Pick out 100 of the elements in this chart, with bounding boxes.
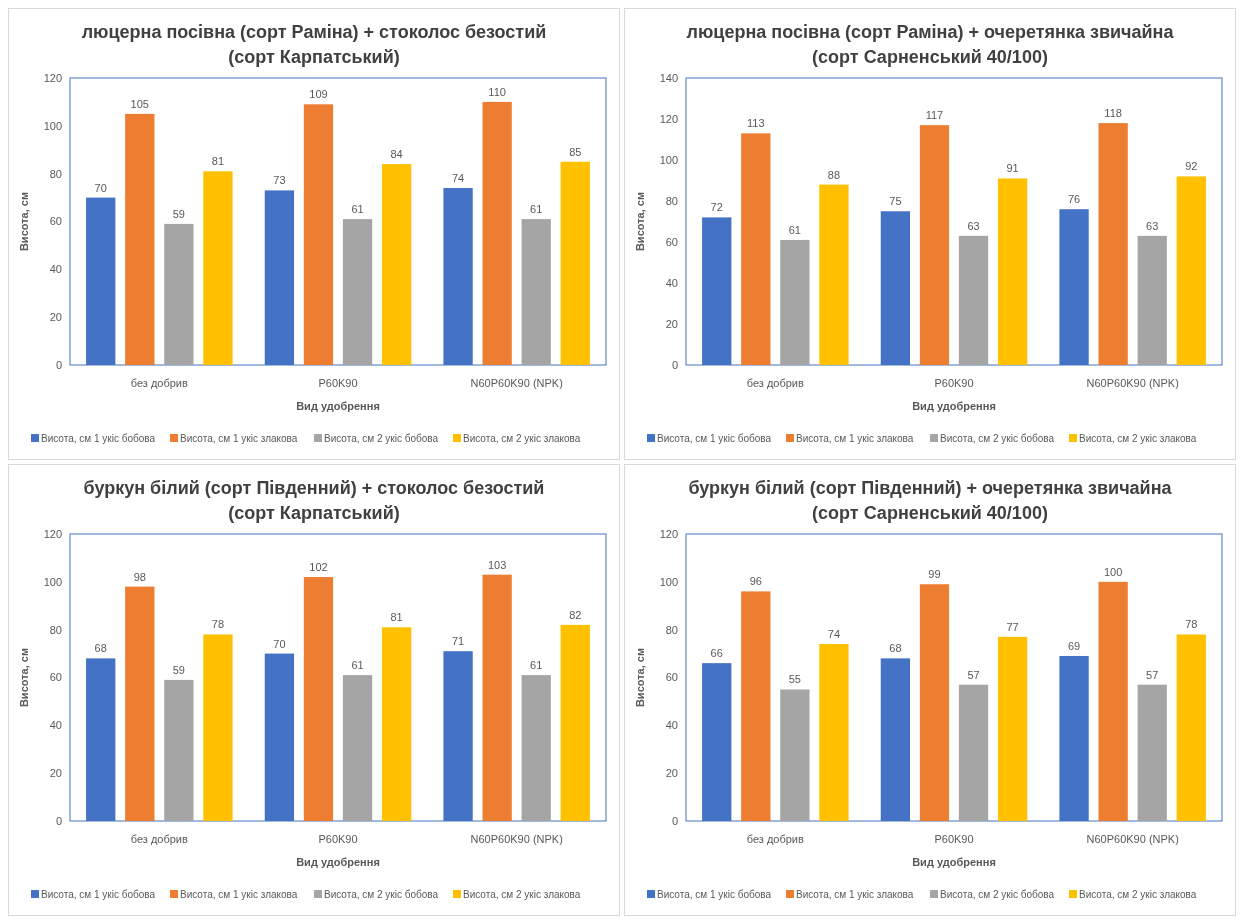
- legend-label: Висота, см 2 укіс злакова: [463, 889, 581, 900]
- data-label: 72: [710, 201, 723, 214]
- y-tick-label: 20: [665, 767, 678, 780]
- bar: [1176, 176, 1206, 365]
- y-tick-label: 100: [43, 575, 62, 588]
- y-tick-label: 120: [43, 527, 62, 540]
- y-tick-label: 40: [49, 719, 62, 732]
- legend-label: Висота, см 1 укіс злакова: [796, 889, 914, 900]
- bar: [125, 113, 155, 365]
- y-tick-label: 80: [665, 194, 678, 207]
- bar: [819, 644, 849, 821]
- bar: [381, 164, 412, 365]
- bar: [560, 161, 590, 365]
- bar: [1137, 235, 1167, 365]
- y-tick-label: 40: [665, 719, 678, 732]
- bar: [780, 689, 810, 821]
- x-tick-label: P60K90: [318, 833, 358, 845]
- x-tick-label: P60K90: [318, 377, 358, 389]
- legend-label: Висота, см 2 укіс бобова: [940, 889, 1055, 900]
- bar: [997, 636, 1028, 821]
- bar: [342, 219, 373, 365]
- y-axis-title: Висота, см: [634, 647, 646, 708]
- data-label: 92: [1185, 160, 1198, 173]
- y-tick-label: 60: [665, 671, 678, 684]
- bar: [1098, 581, 1128, 821]
- y-tick-label: 0: [671, 814, 678, 827]
- bar: [125, 586, 155, 821]
- bar: [164, 223, 194, 365]
- bar: [819, 184, 849, 365]
- x-tick-label: без добрив: [130, 833, 189, 845]
- bar: [919, 584, 950, 821]
- legend-label: Висота, см 2 укіс бобова: [324, 889, 439, 900]
- x-tick-label: без добрив: [746, 833, 805, 845]
- x-axis-title: Вид удобрення: [296, 400, 380, 412]
- data-label: 99: [928, 568, 941, 581]
- data-label: 61: [351, 659, 364, 672]
- bar: [780, 239, 810, 365]
- bar: [958, 684, 989, 821]
- data-label: 61: [530, 203, 543, 216]
- bar: [1098, 123, 1128, 365]
- legend-label: Висота, см 1 укіс злакова: [180, 889, 298, 900]
- data-label: 63: [967, 219, 980, 232]
- data-label: 100: [1103, 565, 1123, 578]
- bar: [203, 634, 233, 821]
- y-tick-label: 120: [659, 112, 678, 125]
- data-label: 85: [569, 145, 582, 158]
- y-tick-label: 40: [665, 276, 678, 289]
- bar: [482, 574, 512, 821]
- legend-label: Висота, см 2 укіс бобова: [324, 433, 439, 444]
- bar: [482, 101, 512, 365]
- data-label: 102: [309, 561, 328, 574]
- y-tick-label: 80: [49, 167, 62, 180]
- data-label: 103: [487, 558, 507, 571]
- y-tick-label: 120: [43, 71, 62, 84]
- bar: [303, 577, 334, 821]
- x-axis-title: Вид удобрення: [912, 400, 996, 412]
- data-label: 70: [273, 637, 286, 650]
- y-tick-label: 80: [665, 623, 678, 636]
- y-tick-label: 100: [659, 153, 678, 166]
- data-label: 98: [133, 570, 146, 583]
- data-label: 57: [967, 668, 980, 681]
- bar: [1176, 634, 1206, 821]
- y-tick-label: 20: [49, 311, 62, 324]
- x-tick-label: N60P60K90 (NPK): [470, 377, 563, 389]
- data-label: 81: [211, 155, 225, 168]
- x-axis-title: Вид удобрення: [912, 856, 996, 868]
- data-label: 69: [1067, 639, 1081, 652]
- legend-label: Висота, см 2 укіс злакова: [463, 433, 581, 444]
- bar: [997, 178, 1028, 365]
- data-label: 77: [1006, 620, 1019, 633]
- y-tick-label: 60: [49, 215, 62, 228]
- bar: [958, 235, 989, 365]
- data-label: 74: [827, 628, 841, 641]
- legend-label: Висота, см 2 укіс злакова: [1079, 889, 1197, 900]
- y-axis-title: Висота, см: [18, 647, 30, 708]
- x-tick-label: без добрив: [130, 377, 189, 389]
- bar: [741, 591, 771, 821]
- legend-label: Висота, см 1 укіс бобова: [657, 433, 772, 444]
- data-label: 113: [747, 117, 765, 130]
- data-label: 105: [130, 97, 149, 110]
- legend-label: Висота, см 1 укіс бобова: [41, 889, 156, 900]
- data-label: 59: [172, 207, 185, 220]
- data-label: 73: [273, 174, 286, 187]
- chart-title: люцерна посівна (сорт Раміна) + стоколос безостий (сорт Карпатський): [81, 22, 547, 67]
- data-label: 96: [749, 575, 762, 588]
- bar: [164, 679, 194, 821]
- y-tick-label: 20: [665, 317, 678, 330]
- data-label: 82: [569, 608, 582, 621]
- legend-label: Висота, см 1 укіс злакова: [796, 433, 914, 444]
- x-tick-label: N60P60K90 (NPK): [1086, 377, 1179, 389]
- bar: [303, 104, 334, 365]
- bar: [741, 133, 771, 365]
- data-label: 109: [309, 88, 328, 101]
- data-label: 57: [1146, 668, 1159, 681]
- x-tick-label: N60P60K90 (NPK): [470, 833, 563, 845]
- y-tick-label: 120: [659, 527, 678, 540]
- data-label: 110: [488, 85, 506, 98]
- x-tick-label: без добрив: [746, 377, 805, 389]
- y-tick-label: 40: [49, 263, 62, 276]
- chart-title: люцерна посівна (сорт Раміна) + очеретянка звичайна (сорт Сарненський 40/100): [686, 22, 1175, 67]
